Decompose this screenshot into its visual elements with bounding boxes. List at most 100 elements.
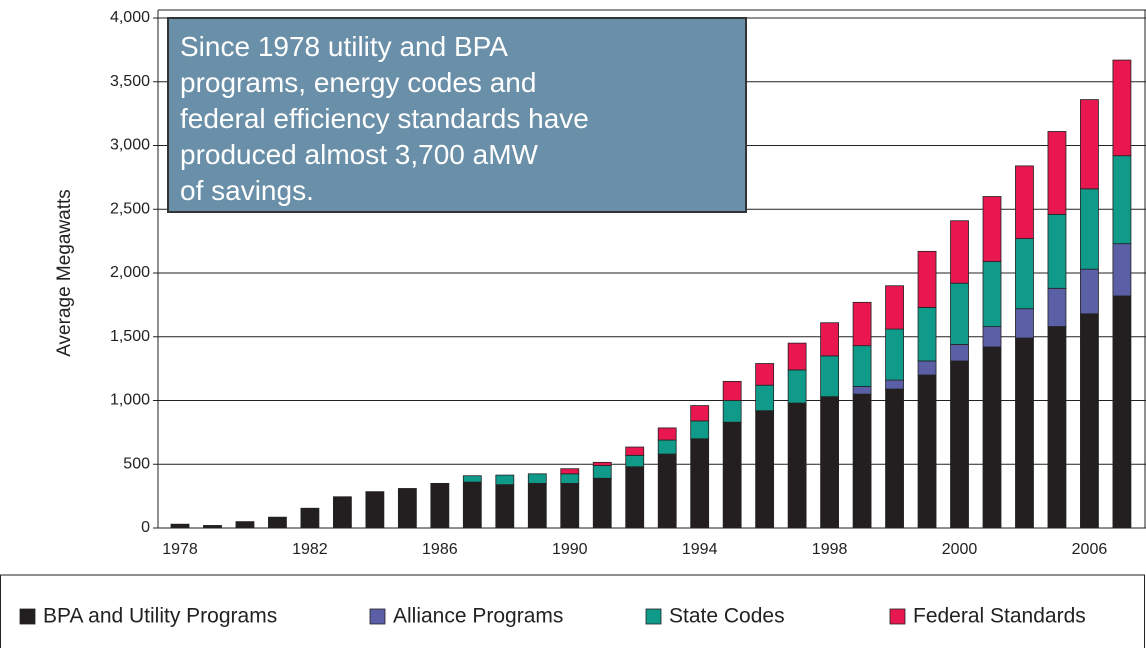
annotation-line: Since 1978 utility and BPA (180, 31, 508, 62)
bar-segment (950, 360, 969, 529)
bar-segment (495, 474, 515, 486)
x-tick-label: 1994 (682, 541, 718, 558)
bar-segment (885, 328, 904, 381)
bar-segment (1047, 131, 1067, 215)
bar-segment (462, 475, 482, 483)
bar-segment (690, 405, 710, 422)
bar-segment (560, 473, 580, 484)
y-tick-label: 4,000 (110, 9, 150, 26)
bar-segment (657, 439, 677, 455)
bar-segment (365, 491, 385, 529)
bar-segment (787, 342, 807, 371)
bar-segment (885, 388, 904, 529)
y-axis-label: Average Megawatts (54, 189, 75, 357)
bar-segment (885, 285, 904, 330)
bar-segment (657, 453, 677, 529)
annotation-line: produced almost 3,700 aMW (180, 139, 539, 170)
y-tick-label: 1,500 (110, 328, 150, 345)
bar-segment (1047, 213, 1067, 289)
bar-segment (1080, 188, 1099, 270)
bar-segment (592, 465, 612, 479)
bar-segment (917, 360, 937, 376)
bar-segment (690, 438, 710, 529)
bar-segment (527, 482, 547, 529)
bar-segment (560, 482, 580, 529)
bar-segment (1015, 308, 1034, 339)
bar-segment (820, 396, 839, 529)
bar-segment (820, 355, 839, 398)
x-tick-label: 1998 (812, 541, 848, 558)
x-tick-label: 2000 (942, 541, 978, 558)
y-tick-label: 3,500 (110, 73, 150, 90)
x-tick-label: 2006 (1072, 541, 1108, 558)
legend-label: Alliance Programs (393, 605, 563, 628)
bar-segment (203, 525, 222, 529)
bar-segment (625, 466, 645, 529)
bar-segment (950, 220, 969, 284)
bar-segment (885, 379, 904, 390)
bar-segment (787, 369, 807, 404)
bar-segment (950, 282, 969, 345)
bar-segment (722, 400, 742, 423)
annotation-box (167, 17, 747, 213)
bar-segment (1015, 337, 1034, 529)
bar-segment (852, 301, 872, 347)
bar-segment (1112, 243, 1132, 297)
legend-label: Federal Standards (913, 605, 1086, 628)
legend-swatch (645, 608, 662, 625)
bar-segment (1080, 268, 1099, 315)
bar-segment (527, 473, 547, 484)
x-tick-label: 1990 (552, 541, 588, 558)
x-tick-label: 1986 (422, 541, 458, 558)
bar-segment (625, 446, 645, 456)
legend-swatch (369, 608, 386, 625)
annotation-line: programs, energy codes and (180, 67, 536, 98)
bar-segment (332, 496, 352, 529)
bar-segment (1015, 165, 1034, 239)
y-tick-label: 2,000 (110, 264, 150, 281)
bar-segment (235, 521, 255, 529)
legend-label: State Codes (669, 605, 785, 628)
bar-segment (982, 261, 1002, 327)
bar-segment (268, 516, 287, 529)
bar-segment (755, 410, 775, 529)
bar-segment (1080, 99, 1099, 190)
bar-segment (1080, 313, 1099, 529)
y-tick-label: 1,000 (110, 392, 150, 409)
y-tick-label: 2,500 (110, 200, 150, 217)
bar-segment (560, 468, 580, 475)
bar-segment (300, 507, 320, 529)
bar-segment (722, 421, 742, 529)
bar-segment (755, 384, 775, 412)
bar-segment (397, 488, 417, 529)
bar-segment (170, 523, 190, 529)
y-tick-label: 500 (123, 455, 150, 472)
bar-segment (592, 461, 612, 466)
bar-segment (495, 484, 515, 529)
bar-segment (1112, 59, 1132, 157)
bar-segment (852, 393, 872, 529)
bar-segment (657, 427, 677, 441)
bar-segment (852, 386, 872, 395)
legend-swatch (889, 608, 906, 625)
bar-segment (592, 477, 612, 529)
bar-segment (852, 345, 872, 387)
x-tick-label: 1978 (162, 541, 198, 558)
bar-segment (1015, 238, 1034, 310)
bar-segment (755, 363, 775, 386)
bar-segment (982, 196, 1002, 262)
bar-segment (1112, 295, 1132, 529)
legend-label: BPA and Utility Programs (43, 605, 277, 628)
bar-segment (917, 250, 937, 308)
bar-segment (982, 346, 1002, 529)
bar-segment (462, 481, 482, 529)
x-tick-label: 1982 (292, 541, 328, 558)
y-tick-label: 0 (141, 519, 150, 536)
legend-box (0, 574, 1145, 648)
annotation-line: of savings. (180, 175, 314, 206)
bar-segment (917, 307, 937, 362)
bar-segment (982, 326, 1002, 348)
bar-segment (430, 482, 450, 529)
legend-swatch (19, 608, 36, 625)
